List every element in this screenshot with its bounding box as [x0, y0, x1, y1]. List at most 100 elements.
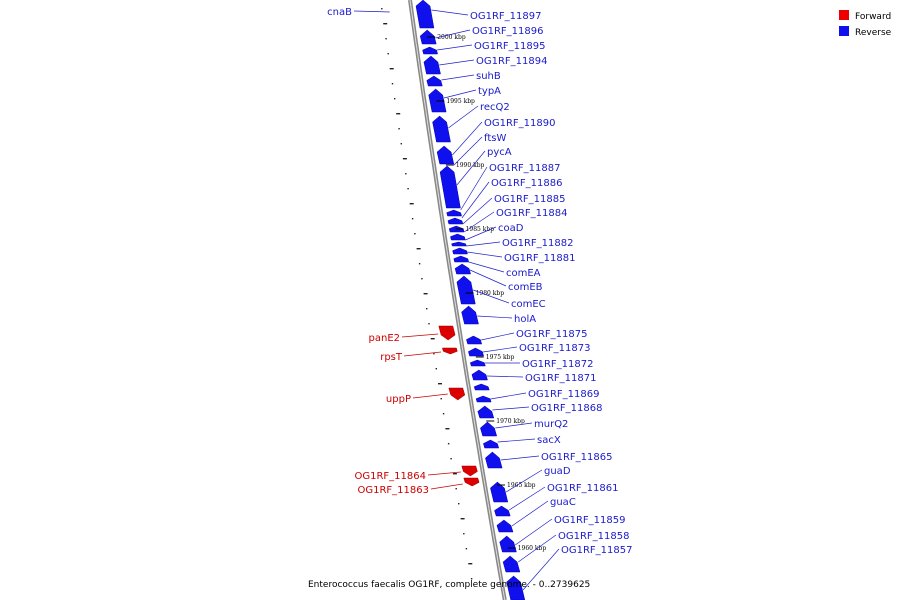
- leader-line: [430, 483, 463, 490]
- gene-label-reverse: OG1RF_11894: [476, 56, 548, 67]
- gene-block-reverse: [502, 555, 521, 573]
- leader-line: [441, 74, 475, 81]
- leader-line: [453, 136, 483, 166]
- gene-block-reverse: [456, 275, 476, 305]
- legend: Forward Reverse: [839, 10, 892, 38]
- genome-backbone: [408, 0, 507, 600]
- gene-label-reverse: sacX: [537, 435, 561, 446]
- gene-label-reverse: OG1RF_11882: [502, 238, 574, 249]
- ruler-dot: [435, 368, 437, 370]
- ruler-dot: [381, 8, 383, 10]
- ruler-dot: [442, 413, 445, 415]
- genome-caption: Enterococcus faecalis OG1RF, complete ge…: [308, 580, 590, 590]
- ruler-dot: [438, 383, 442, 385]
- ruler-dot: [465, 548, 468, 550]
- ruler-dot: [440, 398, 442, 400]
- gene-block-reverse: [471, 369, 488, 381]
- leader-line: [514, 518, 553, 546]
- leader-line: [497, 438, 536, 443]
- gene-block-forward: [463, 477, 480, 487]
- gene-block-forward: [438, 325, 456, 341]
- ruler-dot: [387, 53, 389, 55]
- scale-tick-label: 2000 kbp: [437, 34, 466, 41]
- gene-label-reverse: OG1RF_11887: [489, 163, 561, 174]
- ruler-dot: [411, 218, 414, 220]
- gene-label-reverse: OG1RF_11895: [474, 41, 546, 52]
- gene-label-forward: uppP: [386, 394, 411, 405]
- leader-line: [505, 469, 543, 493]
- gene-label-reverse: OG1RF_11861: [547, 483, 619, 494]
- leader-line: [492, 406, 530, 411]
- ruler-dot: [470, 578, 473, 580]
- leader-line: [448, 105, 479, 129]
- gene-label-reverse: guaC: [550, 497, 576, 508]
- gene-label-reverse: suhB: [476, 71, 501, 82]
- leader-line: [460, 166, 488, 211]
- leader-line: [412, 393, 448, 399]
- gene-label-reverse: OG1RF_11865: [541, 452, 613, 463]
- ruler-dot: [447, 443, 450, 445]
- gene-label-reverse: coaD: [498, 223, 524, 234]
- gene-label-reverse: murQ2: [534, 419, 568, 430]
- gene-block-reverse: [423, 55, 441, 75]
- gene-block-reverse: [452, 247, 468, 255]
- ruler-dot: [405, 173, 407, 175]
- gene-block-reverse: [451, 241, 467, 247]
- leader-line: [431, 9, 469, 16]
- ruler-dot: [400, 143, 402, 145]
- gene-block-reverse: [477, 405, 495, 419]
- gene-block-forward: [442, 347, 458, 355]
- leader-line: [472, 289, 510, 304]
- ruler-dot: [426, 308, 428, 310]
- leader-line: [468, 261, 505, 273]
- ruler-dot: [430, 338, 435, 340]
- gene-block-reverse: [426, 75, 443, 87]
- scale-tick-label: 1965 kbp: [507, 482, 536, 489]
- gene-block-reverse: [485, 451, 503, 469]
- gene-block-reverse: [506, 575, 526, 600]
- leader-line: [462, 197, 493, 225]
- gene-block-reverse: [453, 255, 470, 263]
- leader-line: [403, 351, 442, 357]
- leader-line: [439, 59, 475, 66]
- leader-line: [482, 346, 518, 353]
- legend-label-reverse: Reverse: [855, 28, 892, 38]
- gene-block-reverse: [490, 481, 509, 503]
- leader-line: [517, 534, 557, 563]
- legend-swatch-forward: [839, 10, 849, 20]
- gene-label-reverse: guaD: [544, 466, 571, 477]
- leader-line: [456, 150, 486, 186]
- ruler-dot: [421, 278, 423, 280]
- ruler-dot: [468, 563, 473, 565]
- gene-label-reverse: OG1RF_11885: [494, 194, 566, 205]
- backbone-highlight: [409, 0, 506, 600]
- gene-label-reverse: OG1RF_11881: [504, 253, 576, 264]
- legend-swatch-reverse: [839, 26, 849, 36]
- ruler-dot: [455, 488, 457, 490]
- gene-label-reverse: OG1RF_11869: [528, 389, 600, 400]
- reverse-strand-track: [415, 0, 526, 600]
- gene-block-reverse: [415, 0, 435, 29]
- leader-line: [443, 89, 477, 99]
- gene-block-reverse: [454, 263, 471, 275]
- gene-label-reverse: OG1RF_11890: [484, 118, 556, 129]
- gene-label-reverse: OG1RF_11871: [525, 373, 597, 384]
- gene-label-reverse: OG1RF_11875: [516, 329, 588, 340]
- gene-block-reverse: [475, 395, 492, 403]
- leader-line: [463, 211, 495, 233]
- leader-line: [500, 455, 540, 461]
- gene-label-reverse: OG1RF_11886: [491, 178, 563, 189]
- gene-label-reverse: pycA: [487, 147, 512, 158]
- gene-label-reverse: OG1RF_11896: [472, 26, 544, 37]
- gene-label-reverse: typA: [478, 86, 501, 97]
- ruler-dot: [445, 428, 450, 430]
- leader-line: [495, 422, 533, 429]
- ruler-dot: [458, 503, 460, 505]
- scale-tick-label: 1970 kbp: [496, 418, 525, 425]
- leader-line: [486, 375, 524, 378]
- scale-ticks: 2000 kbp 1995 kbp 1990 kbp 1985 kbp 1980 kbp…: [427, 34, 546, 552]
- gene-block-reverse: [436, 145, 455, 165]
- ruler-dot: [394, 98, 396, 100]
- ruler-dot: [414, 233, 416, 235]
